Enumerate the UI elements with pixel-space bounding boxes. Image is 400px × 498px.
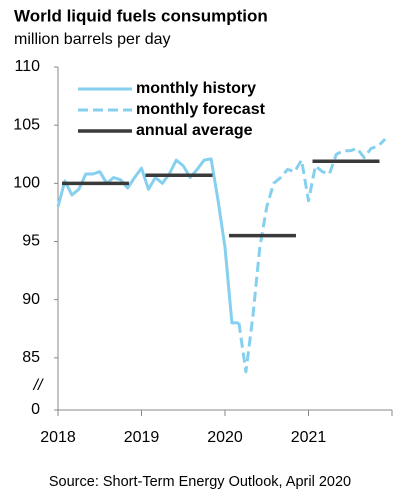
chart-title: World liquid fuels consumption [14, 6, 268, 25]
x-tick-label: 2020 [207, 429, 243, 446]
x-tick-label: 2021 [291, 429, 327, 446]
legend-label: annual average [136, 122, 253, 139]
y-tick-label: 100 [13, 175, 40, 192]
x-tick-label: 2018 [40, 429, 76, 446]
y-tick-label: 85 [22, 349, 40, 366]
y-tick-label: 90 [22, 291, 40, 308]
legend-label: monthly history [136, 80, 256, 97]
y-tick-label: 0 [31, 401, 40, 418]
series-line [56, 157, 239, 325]
y-tick-label: 105 [13, 116, 40, 133]
y-tick-label: 110 [14, 58, 40, 75]
source-note: Source: Short-Term Energy Outlook, April… [49, 474, 351, 490]
chart-subtitle: million barrels per day [14, 31, 171, 48]
y-tick-label: 95 [22, 233, 40, 250]
axis-break: // [33, 377, 44, 394]
series-line [237, 138, 387, 374]
x-tick-label: 2019 [124, 429, 160, 446]
legend-label: monthly forecast [136, 101, 266, 118]
